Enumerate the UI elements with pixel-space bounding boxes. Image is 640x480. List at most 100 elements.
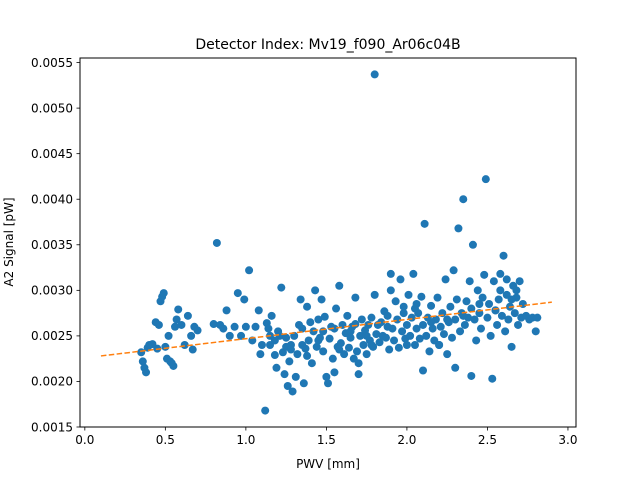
x-tick-label: 3.0 bbox=[558, 433, 577, 447]
x-tick-label: 0.5 bbox=[156, 433, 175, 447]
data-point bbox=[225, 331, 234, 340]
data-point bbox=[419, 320, 428, 329]
data-point bbox=[462, 297, 471, 306]
data-point bbox=[433, 293, 442, 302]
data-point bbox=[282, 333, 291, 342]
data-point bbox=[425, 347, 434, 356]
data-point bbox=[362, 350, 371, 359]
data-point bbox=[435, 341, 444, 349]
data-point bbox=[465, 277, 474, 286]
data-point bbox=[518, 300, 527, 308]
data-point bbox=[439, 330, 448, 339]
data-point bbox=[288, 387, 297, 396]
data-point bbox=[351, 320, 360, 329]
data-point bbox=[245, 266, 254, 275]
data-point bbox=[404, 290, 413, 299]
data-point bbox=[451, 363, 460, 372]
data-point bbox=[446, 302, 455, 311]
data-point bbox=[154, 320, 163, 329]
data-point bbox=[419, 366, 428, 375]
data-point bbox=[174, 305, 183, 314]
y-tick-label: 0.0055 bbox=[31, 56, 73, 70]
data-point bbox=[402, 341, 411, 349]
data-point bbox=[222, 306, 231, 315]
data-point bbox=[494, 295, 503, 304]
data-point bbox=[427, 301, 436, 310]
data-point bbox=[383, 322, 392, 331]
data-point bbox=[459, 195, 468, 204]
data-point bbox=[443, 315, 452, 324]
data-point bbox=[412, 324, 421, 333]
data-point bbox=[314, 336, 323, 345]
data-point bbox=[501, 327, 510, 336]
data-point bbox=[280, 370, 289, 379]
data-point bbox=[254, 306, 263, 315]
data-point bbox=[335, 345, 344, 354]
data-point bbox=[396, 275, 405, 284]
y-axis-label: A2 Signal [pW] bbox=[2, 197, 16, 286]
x-tick-label: 2.5 bbox=[478, 433, 497, 447]
data-point bbox=[322, 372, 331, 381]
data-point bbox=[359, 341, 368, 349]
data-point bbox=[272, 363, 281, 372]
data-point bbox=[399, 302, 408, 311]
data-point bbox=[436, 322, 445, 331]
data-point bbox=[428, 324, 437, 333]
data-point bbox=[270, 336, 279, 345]
data-point bbox=[491, 306, 500, 315]
data-point bbox=[402, 320, 411, 329]
plot-frame bbox=[79, 57, 577, 428]
y-tick-label: 0.0030 bbox=[31, 284, 73, 298]
data-point bbox=[467, 304, 476, 313]
data-point bbox=[320, 312, 329, 321]
data-point bbox=[514, 320, 523, 329]
y-tick-label: 0.0035 bbox=[31, 238, 73, 252]
data-point bbox=[496, 269, 505, 278]
data-point bbox=[456, 327, 465, 336]
data-point bbox=[264, 324, 273, 333]
data-point bbox=[381, 333, 390, 342]
data-point bbox=[454, 224, 463, 233]
data-point bbox=[336, 339, 345, 348]
data-point bbox=[137, 348, 146, 357]
data-point bbox=[472, 336, 481, 345]
data-point bbox=[473, 286, 482, 295]
data-point bbox=[257, 341, 266, 349]
data-point bbox=[286, 345, 295, 354]
data-point bbox=[219, 324, 228, 333]
x-axis-label: PWV [mm] bbox=[296, 457, 360, 471]
y-tick-label: 0.0025 bbox=[31, 329, 73, 343]
data-point bbox=[468, 240, 477, 249]
data-point bbox=[187, 331, 196, 340]
data-point bbox=[470, 315, 479, 324]
data-point bbox=[177, 320, 186, 329]
x-axis-ticks: 0.0 0.5 1.0 1.5 2.0 2.5 3.0 bbox=[75, 427, 577, 447]
data-point bbox=[298, 324, 307, 333]
y-tick-label: 0.0020 bbox=[31, 375, 73, 389]
data-point bbox=[188, 345, 197, 354]
data-point bbox=[180, 341, 189, 349]
data-point bbox=[306, 318, 315, 327]
data-point bbox=[312, 342, 321, 351]
data-point bbox=[497, 311, 506, 320]
data-point bbox=[142, 368, 151, 377]
data-point bbox=[510, 309, 519, 318]
data-point bbox=[317, 295, 326, 304]
data-point bbox=[417, 292, 426, 301]
data-point bbox=[303, 302, 312, 311]
data-point bbox=[367, 341, 376, 349]
data-point bbox=[291, 372, 300, 381]
data-point bbox=[296, 295, 305, 304]
data-point bbox=[478, 293, 487, 302]
data-point bbox=[270, 351, 279, 360]
data-point bbox=[303, 351, 312, 360]
data-points-group bbox=[137, 70, 542, 415]
data-point bbox=[399, 309, 408, 318]
y-tick-label: 0.0015 bbox=[31, 420, 73, 434]
data-point bbox=[507, 342, 516, 351]
fit-line bbox=[100, 301, 552, 357]
data-point bbox=[319, 347, 328, 356]
data-point bbox=[476, 324, 485, 333]
